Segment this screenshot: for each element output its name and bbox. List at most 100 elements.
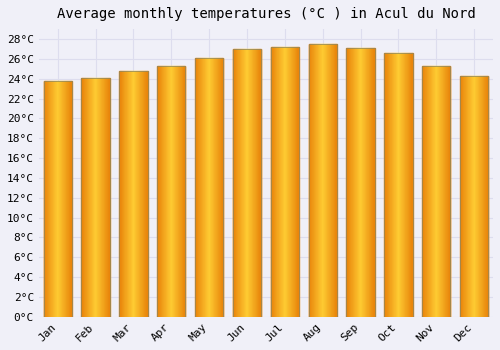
Bar [105,78,106,317]
Bar [487,76,488,317]
Bar [54,80,55,317]
Bar [96,78,98,317]
Bar [233,49,261,317]
Bar [172,66,173,317]
Bar [432,66,433,317]
Bar [272,47,273,317]
Bar [237,49,238,317]
Bar [316,44,317,317]
Bar [240,49,241,317]
Bar [185,66,186,317]
Bar [195,58,224,317]
Bar [331,44,332,317]
Bar [289,47,290,317]
Bar [367,48,368,317]
Bar [205,58,206,317]
Bar [200,58,201,317]
Bar [484,76,485,317]
Bar [428,66,429,317]
Bar [422,66,450,317]
Bar [388,53,389,317]
Bar [313,44,314,317]
Bar [424,66,425,317]
Bar [358,48,359,317]
Bar [212,58,213,317]
Bar [470,76,472,317]
Bar [408,53,409,317]
Bar [86,78,87,317]
Bar [98,78,99,317]
Bar [108,78,109,317]
Bar [298,47,299,317]
Bar [103,78,104,317]
Bar [255,49,256,317]
Bar [463,76,464,317]
Bar [308,44,337,317]
Bar [349,48,350,317]
Bar [99,78,100,317]
Bar [480,76,481,317]
Bar [346,48,347,317]
Bar [137,71,138,317]
Bar [270,47,271,317]
Bar [406,53,407,317]
Bar [55,80,56,317]
Bar [329,44,330,317]
Bar [135,71,136,317]
Bar [162,66,163,317]
Bar [139,71,140,317]
Bar [392,53,394,317]
Bar [235,49,236,317]
Bar [254,49,255,317]
Bar [444,66,445,317]
Bar [368,48,369,317]
Bar [170,66,172,317]
Bar [317,44,318,317]
Bar [242,49,243,317]
Bar [407,53,408,317]
Bar [468,76,469,317]
Bar [253,49,254,317]
Bar [130,71,131,317]
Bar [439,66,440,317]
Bar [167,66,168,317]
Bar [106,78,107,317]
Bar [217,58,218,317]
Bar [198,58,199,317]
Bar [326,44,328,317]
Bar [314,44,315,317]
Bar [409,53,410,317]
Bar [47,80,48,317]
Bar [244,49,246,317]
Bar [398,53,399,317]
Bar [215,58,216,317]
Bar [426,66,427,317]
Bar [389,53,390,317]
Bar [365,48,366,317]
Bar [157,66,158,317]
Bar [146,71,147,317]
Bar [88,78,89,317]
Bar [260,49,261,317]
Bar [82,78,110,317]
Bar [221,58,222,317]
Bar [210,58,211,317]
Bar [280,47,281,317]
Bar [125,71,126,317]
Bar [184,66,185,317]
Bar [104,78,105,317]
Bar [169,66,170,317]
Bar [386,53,387,317]
Bar [346,48,375,317]
Bar [278,47,279,317]
Bar [322,44,324,317]
Bar [321,44,322,317]
Bar [387,53,388,317]
Bar [142,71,143,317]
Bar [274,47,275,317]
Bar [52,80,53,317]
Bar [197,58,198,317]
Bar [202,58,203,317]
Bar [315,44,316,317]
Bar [352,48,353,317]
